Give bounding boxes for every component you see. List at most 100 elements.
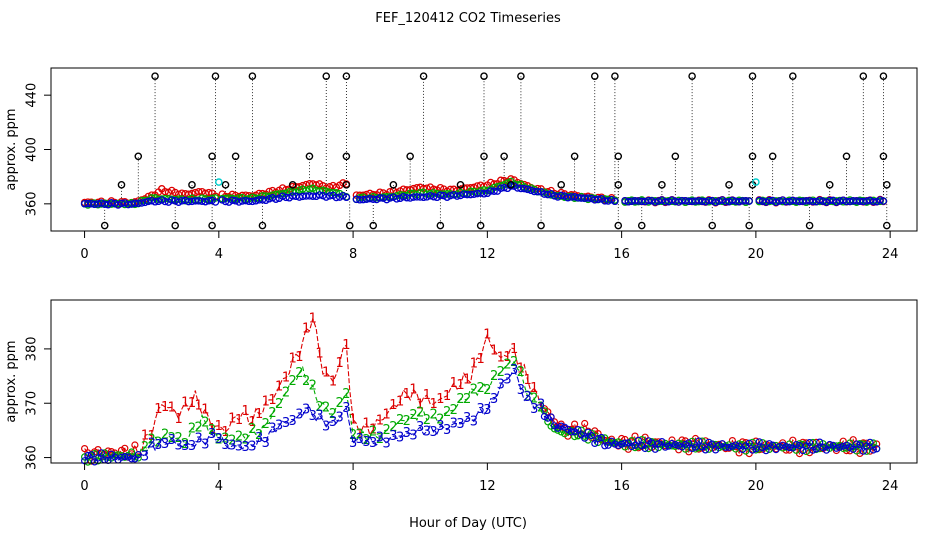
series-1-label-point: 1 (530, 381, 538, 396)
series-3-point (570, 192, 579, 201)
spike-mid-point (570, 152, 579, 161)
spike-mid-point (500, 152, 508, 161)
series-3-point (772, 198, 780, 207)
series-3-point (661, 443, 669, 451)
spike-small-point (507, 181, 515, 189)
series-2-label-point: 2 (201, 416, 209, 431)
series-1-label-point: 1 (503, 350, 511, 365)
series-3-point (815, 196, 824, 204)
series-1-label-point: 1 (369, 422, 377, 437)
spike-small-point (725, 181, 733, 189)
series-3-point (705, 196, 713, 205)
series-3-label-point: 3 (490, 392, 498, 407)
series-3-label-point: 3 (476, 402, 484, 417)
y-tick-label: 360 (25, 191, 40, 216)
series-2-label-point: 2 (289, 374, 297, 389)
x-tick-label: 8 (349, 247, 357, 262)
series-3-label-point: 3 (215, 432, 223, 447)
series-3-point (597, 433, 606, 442)
series-3-label-point: 3 (443, 423, 451, 438)
series-2-label-point: 2 (497, 365, 505, 380)
series-3-point (594, 435, 602, 443)
series-3-point (94, 454, 102, 462)
series-2-label-point: 2 (242, 432, 250, 447)
series-1-label-point: 1 (148, 429, 156, 444)
series-1-label-point: 1 (523, 373, 531, 388)
series-3-point (876, 196, 884, 204)
series-3-point (201, 197, 210, 206)
x-tick-label: 20 (748, 247, 765, 262)
series-1-label-point: 1 (161, 400, 169, 415)
series-1-label-point: 1 (262, 395, 270, 410)
series-3-point (634, 436, 643, 444)
series-3-label-point: 3 (161, 437, 169, 452)
series-2-point (869, 439, 878, 447)
series-3-point (248, 197, 257, 206)
series-2-label-point: 2 (342, 387, 350, 402)
series-2-label-point: 2 (329, 407, 337, 422)
series-3-point (641, 444, 649, 453)
spike-mid-point (768, 152, 777, 161)
series-3-label-point: 3 (450, 417, 458, 432)
spike-high-point (611, 72, 619, 80)
series-1-label-point: 1 (430, 397, 438, 412)
series-3-label-point: 3 (456, 417, 464, 432)
spike-low-point (537, 221, 545, 230)
series-3-point (205, 197, 213, 205)
series-3-label-point: 3 (510, 363, 518, 378)
x-tick-label: 24 (882, 479, 899, 494)
series-3-label-point: 3 (416, 420, 424, 435)
series-3-point (621, 439, 629, 447)
series-1-label-point: 1 (302, 321, 310, 336)
series-3-point (701, 446, 710, 454)
series-3-point (675, 442, 683, 450)
x-tick-label: 12 (479, 479, 496, 494)
series-3-point (869, 197, 878, 206)
series-3-point (594, 195, 602, 204)
series-3-point (107, 199, 116, 207)
series-1-label-point: 1 (289, 351, 297, 366)
series-3-point (500, 183, 508, 192)
series-3-point (688, 444, 696, 452)
series-3-point (755, 438, 763, 446)
series-3-point (748, 446, 757, 454)
series-3-point (711, 198, 720, 207)
series-3-label-point: 3 (235, 440, 243, 455)
series-3-point (826, 440, 834, 449)
spike-small-point (188, 181, 196, 189)
x-tick-label: 16 (613, 479, 630, 494)
series-3-point (752, 445, 760, 453)
series-3-label-point: 3 (228, 439, 236, 454)
series-2-point (705, 445, 713, 453)
series-3-point (117, 453, 126, 461)
series-3-point (128, 455, 136, 463)
series-3-point (272, 195, 280, 203)
spike-small-point (882, 181, 891, 189)
spike-low-point (882, 221, 891, 230)
series-1-label-point: 1 (295, 350, 303, 365)
series-3-point (470, 190, 478, 198)
series-2-label-point: 2 (403, 414, 411, 429)
series-3-point (859, 197, 868, 206)
spike-small-point (288, 181, 297, 189)
series-2-point (738, 441, 747, 449)
series-3-label-point: 3 (503, 372, 511, 387)
series-3-point (668, 439, 676, 448)
x-tick-label: 4 (215, 479, 223, 494)
series-1-point (631, 432, 639, 440)
series-3-label-point: 3 (248, 439, 256, 454)
series-3-point (725, 443, 733, 451)
series-3-point (678, 196, 686, 205)
spike-small-point (389, 181, 398, 189)
series-1-label-point: 1 (356, 428, 364, 443)
spike-mid-point (406, 152, 414, 161)
series-2-point (852, 447, 861, 455)
series-3-point (134, 451, 142, 459)
series-1-label-point: 1 (215, 419, 223, 434)
series-1-label-point: 1 (201, 402, 209, 417)
series-3-point (742, 197, 750, 205)
series-1-label-point: 1 (403, 387, 411, 402)
series-3-point (799, 447, 807, 455)
series-2-point (84, 458, 92, 466)
